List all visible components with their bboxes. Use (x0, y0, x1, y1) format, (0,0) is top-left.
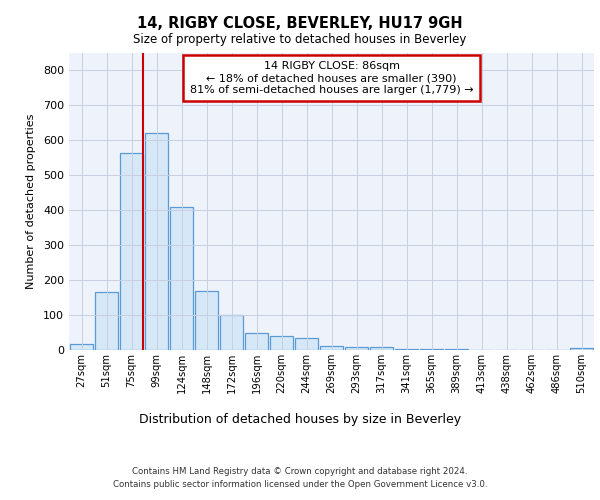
Bar (120, 153, 143, 350)
Bar (170, 206, 193, 350)
Text: Size of property relative to detached houses in Beverley: Size of property relative to detached ho… (133, 32, 467, 46)
Bar (420, 349, 443, 350)
Bar (270, 336, 293, 350)
Text: 14 RIGBY CLOSE: 86sqm
← 18% of detached houses are smaller (390)
81% of semi-det: 14 RIGBY CLOSE: 86sqm ← 18% of detached … (190, 62, 473, 94)
Bar (570, 348, 593, 350)
Bar (345, 346, 368, 350)
Bar (295, 338, 318, 350)
Bar (245, 332, 268, 350)
Bar (70, 344, 93, 350)
Bar (145, 133, 168, 350)
Bar (95, 292, 118, 350)
Text: Distribution of detached houses by size in Beverley: Distribution of detached houses by size … (139, 412, 461, 426)
Bar (395, 348, 418, 350)
Text: 14, RIGBY CLOSE, BEVERLEY, HU17 9GH: 14, RIGBY CLOSE, BEVERLEY, HU17 9GH (137, 16, 463, 31)
Bar (195, 290, 218, 350)
Y-axis label: Number of detached properties: Number of detached properties (26, 114, 36, 289)
Text: Contains HM Land Registry data © Crown copyright and database right 2024.
Contai: Contains HM Land Registry data © Crown c… (113, 468, 487, 489)
Bar (370, 347, 393, 350)
Bar (220, 315, 243, 350)
Bar (320, 346, 343, 350)
